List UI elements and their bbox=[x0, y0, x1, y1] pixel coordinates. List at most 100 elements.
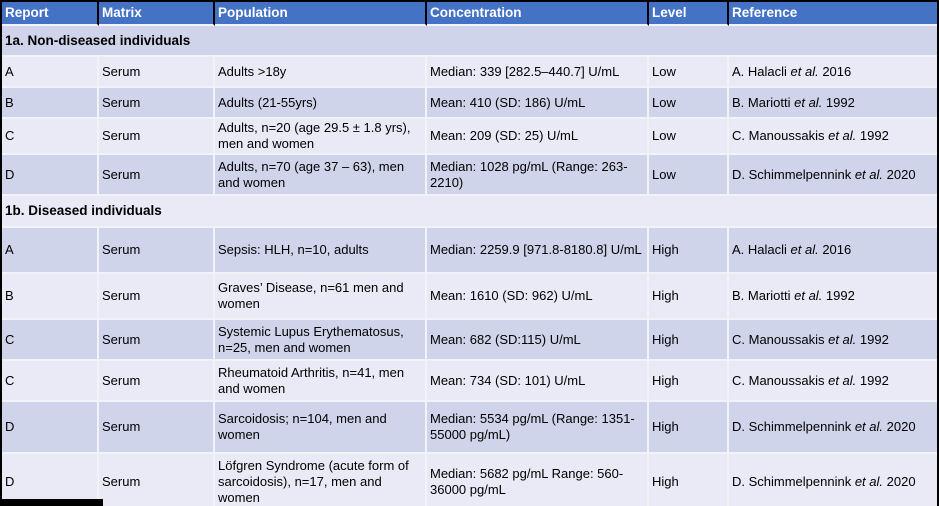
reference-et-al: et al. bbox=[854, 419, 884, 434]
report-cell: D bbox=[2, 402, 99, 454]
matrix-cell: Serum bbox=[99, 119, 215, 155]
reference-text: 1992 bbox=[822, 94, 855, 110]
population-cell: Adults, n=70 (age 37 – 63), men and wome… bbox=[215, 155, 427, 196]
concentration-cell: Median: 339 [282.5–440.7] U/mL bbox=[427, 57, 649, 88]
population-cell: Sarcoidosis; n=104, men and women bbox=[215, 402, 427, 454]
matrix-cell: Serum bbox=[99, 402, 215, 454]
concentration-cell: Mean: 1610 (SD: 962) U/mL bbox=[427, 274, 649, 320]
level-cell: High bbox=[649, 402, 729, 454]
matrix-cell: Serum bbox=[99, 361, 215, 402]
report-cell: D bbox=[2, 155, 99, 196]
reference-text: 2016 bbox=[818, 63, 852, 79]
concentration-cell: Mean: 682 (SD:115) U/mL bbox=[427, 320, 649, 361]
level-cell: High bbox=[649, 320, 729, 361]
reference-cell: C. Manoussakis et al. 1992 bbox=[729, 361, 937, 402]
report-cell: C bbox=[2, 119, 99, 155]
level-cell: Low bbox=[649, 57, 729, 88]
reference-text: 2020 bbox=[883, 419, 916, 434]
section-title: 1b. Diseased individuals bbox=[2, 196, 937, 228]
reference-text: C. Manoussakis bbox=[732, 331, 829, 347]
reference-cell: B. Mariotti et al. 1992 bbox=[729, 274, 937, 320]
reference-text: B. Mariotti bbox=[732, 288, 795, 303]
column-header-matrix: Matrix bbox=[99, 2, 215, 26]
concentration-cell: Mean: 410 (SD: 186) U/mL bbox=[427, 88, 649, 119]
matrix-cell: Serum bbox=[99, 228, 215, 274]
table-row: C Serum Systemic Lupus Erythematosus, n=25… bbox=[2, 320, 937, 361]
report-cell: B bbox=[2, 88, 99, 119]
concentration-cell: Mean: 734 (SD: 101) U/mL bbox=[427, 361, 649, 402]
matrix-cell: Serum bbox=[99, 57, 215, 88]
section-header-row: 1a. Non-diseased individuals bbox=[2, 26, 937, 57]
reference-text: 2020 bbox=[883, 166, 916, 182]
reference-text: 1992 bbox=[822, 288, 855, 303]
reference-text: 1992 bbox=[856, 331, 889, 347]
reference-text: 2020 bbox=[883, 473, 916, 489]
reference-et-al: et al. bbox=[854, 166, 884, 182]
reference-cell: C. Manoussakis et al. 1992 bbox=[729, 119, 937, 155]
reference-cell: D. Schimmelpennink et al. 2020 bbox=[729, 155, 937, 196]
matrix-cell: Serum bbox=[99, 88, 215, 119]
concentration-cell: Mean: 209 (SD: 25) U/mL bbox=[427, 119, 649, 155]
header-row: Report Matrix Population Concentration Level… bbox=[2, 2, 937, 26]
level-cell: Low bbox=[649, 119, 729, 155]
population-cell: Sepsis: HLH, n=10, adults bbox=[215, 228, 427, 274]
reference-cell: C. Manoussakis et al. 1992 bbox=[729, 320, 937, 361]
population-cell: Graves’ Disease, n=61 men and women bbox=[215, 274, 427, 320]
report-cell: D bbox=[2, 454, 99, 506]
table-row: A Serum Sepsis: HLH, n=10, adults Median: 2… bbox=[2, 228, 937, 274]
reference-et-al: et al. bbox=[828, 128, 857, 143]
table-row: B Serum Graves’ Disease, n=61 men and wome… bbox=[2, 274, 937, 320]
reference-cell: B. Mariotti et al. 1992 bbox=[729, 88, 937, 119]
table-row: D Serum Adults, n=70 (age 37 – 63), men an… bbox=[2, 155, 937, 196]
reference-text: 1992 bbox=[856, 372, 889, 388]
reference-cell: D. Schimmelpennink et al. 2020 bbox=[729, 402, 937, 454]
reference-text: D. Schimmelpennink bbox=[732, 473, 855, 489]
table-row: C Serum Adults, n=20 (age 29.5 ± 1.8 yrs),… bbox=[2, 119, 937, 155]
population-cell: Adults (21-55yrs) bbox=[215, 88, 427, 119]
reference-et-al: et al. bbox=[854, 473, 884, 489]
reference-text: 2016 bbox=[818, 242, 852, 257]
section-title: 1a. Non-diseased individuals bbox=[2, 26, 937, 57]
level-cell: High bbox=[649, 228, 729, 274]
reference-text: 1992 bbox=[856, 128, 889, 143]
reference-et-al: et al. bbox=[790, 242, 819, 257]
population-cell: Adults, n=20 (age 29.5 ± 1.8 yrs), men a… bbox=[215, 119, 427, 155]
reference-text: A. Halacli bbox=[732, 63, 791, 79]
matrix-cell: Serum bbox=[99, 274, 215, 320]
reference-et-al: et al. bbox=[790, 63, 819, 79]
column-header-report: Report bbox=[2, 2, 99, 26]
level-cell: Low bbox=[649, 88, 729, 119]
table-row: D Serum Löfgren Syndrome (acute form of sa… bbox=[2, 454, 937, 506]
matrix-cell: Serum bbox=[99, 155, 215, 196]
report-cell: B bbox=[2, 274, 99, 320]
column-header-population: Population bbox=[215, 2, 427, 26]
table-row: A Serum Adults >18y Median: 339 [282.5–440.… bbox=[2, 57, 937, 88]
reference-text: D. Schimmelpennink bbox=[732, 419, 855, 434]
level-cell: High bbox=[649, 274, 729, 320]
reference-et-al: et al. bbox=[828, 372, 857, 388]
column-header-concentration: Concentration bbox=[427, 2, 649, 26]
reference-et-al: et al. bbox=[794, 94, 823, 110]
population-cell: Systemic Lupus Erythematosus, n=25, men … bbox=[215, 320, 427, 361]
reference-text: D. Schimmelpennink bbox=[732, 166, 855, 182]
reference-text: B. Mariotti bbox=[732, 94, 795, 110]
table-row: C Serum Rheumatoid Arthritis, n=41, men an… bbox=[2, 361, 937, 402]
reference-text: A. Halacli bbox=[732, 242, 791, 257]
population-cell: Rheumatoid Arthritis, n=41, men and wome… bbox=[215, 361, 427, 402]
slide-edge-notch bbox=[0, 499, 103, 506]
reference-text: C. Manoussakis bbox=[732, 128, 829, 143]
concentration-cell: Median: 1028 pg/mL (Range: 263-2210) bbox=[427, 155, 649, 196]
column-header-level: Level bbox=[649, 2, 729, 26]
reference-et-al: et al. bbox=[828, 331, 857, 347]
reference-et-al: et al. bbox=[794, 288, 823, 303]
report-cell: A bbox=[2, 228, 99, 274]
reference-text: C. Manoussakis bbox=[732, 372, 829, 388]
report-cell: C bbox=[2, 361, 99, 402]
concentration-cell: Median: 5682 pg/mL Range: 560-36000 pg/m… bbox=[427, 454, 649, 506]
report-cell: A bbox=[2, 57, 99, 88]
concentration-cell: Median: 2259.9 [971.8-8180.8] U/mL bbox=[427, 228, 649, 274]
reference-cell: A. Halacli et al. 2016 bbox=[729, 57, 937, 88]
